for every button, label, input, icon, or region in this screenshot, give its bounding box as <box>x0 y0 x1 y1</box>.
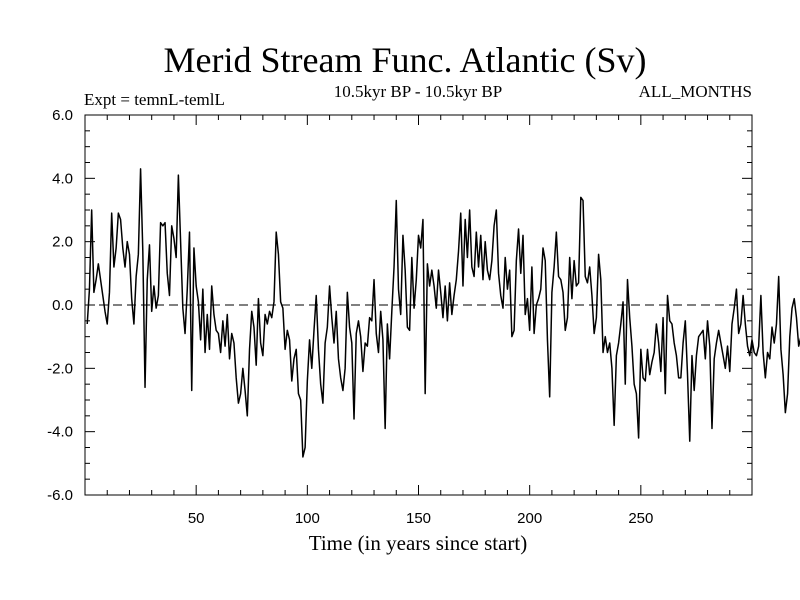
chart-title: Merid Stream Func. Atlantic (Sv) <box>164 40 647 80</box>
x-tick-label: 200 <box>517 510 542 527</box>
series-layer <box>86 168 800 458</box>
subtitle-months: ALL_MONTHS <box>639 82 752 101</box>
series-line-0 <box>86 168 800 458</box>
y-tick-label: 6.0 <box>52 107 73 124</box>
y-tick-labels: -6.0 -4.0 -2.0 0.0 2.0 4.0 6.0 <box>47 107 73 504</box>
subtitle-experiment: Expt = temnL-temlL <box>84 90 225 109</box>
x-tick-label: 150 <box>406 510 431 527</box>
x-tick-label: 100 <box>295 510 320 527</box>
y-tick-label: -4.0 <box>47 424 73 441</box>
y-tick-label: -2.0 <box>47 360 73 377</box>
ticks-layer <box>85 114 752 496</box>
x-axis-label: Time (in years since start) <box>309 531 528 555</box>
y-tick-label: 0.0 <box>52 297 73 314</box>
y-tick-label: 4.0 <box>52 170 73 187</box>
y-tick-label: -6.0 <box>47 487 73 504</box>
x-tick-labels: 50 100 150 200 250 <box>188 510 654 527</box>
x-tick-label: 250 <box>628 510 653 527</box>
x-tick-label: 50 <box>188 510 205 527</box>
y-tick-label: 2.0 <box>52 234 73 251</box>
subtitle-period: 10.5kyr BP - 10.5kyr BP <box>334 82 502 101</box>
